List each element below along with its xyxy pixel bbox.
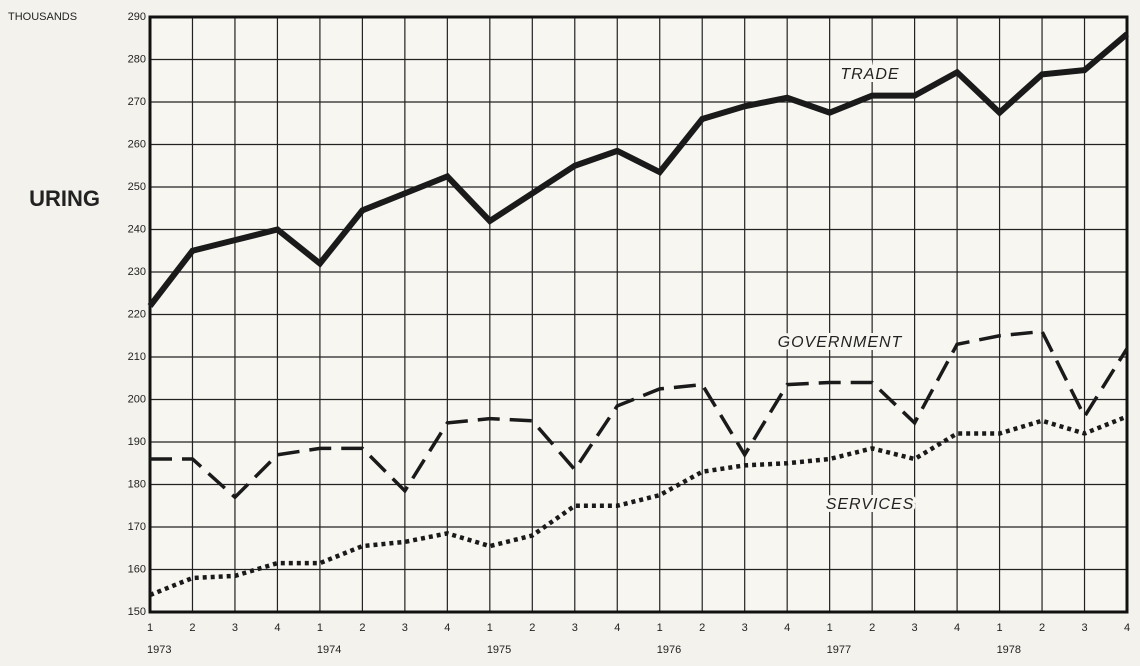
y-tick-label: 180: [128, 478, 146, 490]
year-label: 1977: [827, 644, 851, 656]
y-tick-label: 290: [128, 11, 146, 23]
series-line: [147, 31, 1129, 308]
year-label: 1978: [997, 644, 1021, 656]
x-tick-label: 2: [359, 622, 365, 634]
y-tick-label: 260: [128, 138, 146, 150]
x-tick-label: 1: [997, 622, 1003, 634]
x-tick-label: 4: [784, 622, 790, 634]
year-label: 1975: [487, 644, 511, 656]
x-tick-label: 2: [869, 622, 875, 634]
x-tick-label: 3: [572, 622, 578, 634]
x-tick-label: 3: [1081, 622, 1087, 634]
x-tick-label: 2: [1039, 622, 1045, 634]
year-label: 1976: [657, 644, 681, 656]
series-line: [149, 414, 1128, 598]
series-label: TRADE: [840, 66, 899, 83]
x-tick-label: 3: [402, 622, 408, 634]
year-label: 1973: [147, 644, 171, 656]
y-axis-label: THOUSANDS: [8, 11, 77, 23]
series-line: [150, 329, 1129, 500]
x-tick-label: 1: [657, 622, 663, 634]
y-tick-label: 210: [128, 351, 146, 363]
y-tick-label: 240: [128, 223, 146, 235]
x-tick-label: 3: [742, 622, 748, 634]
x-tick-label: 4: [1124, 622, 1130, 634]
series-label: GOVERNMENT: [778, 334, 903, 351]
y-tick-label: 230: [128, 266, 146, 278]
y-tick-label: 160: [128, 563, 146, 575]
series-label: SERVICES: [826, 496, 915, 513]
y-tick-label: 270: [128, 96, 146, 108]
y-tick-label: 250: [128, 181, 146, 193]
x-tick-label: 2: [529, 622, 535, 634]
x-tick-label: 3: [232, 622, 238, 634]
x-tick-label: 1: [487, 622, 493, 634]
x-tick-label: 1: [147, 622, 153, 634]
year-label: 1974: [317, 644, 341, 656]
plot-border: [148, 15, 1129, 614]
x-tick-label: 3: [912, 622, 918, 634]
y-tick-label: 170: [128, 521, 146, 533]
x-tick-label: 1: [317, 622, 323, 634]
y-tick-label: 200: [128, 393, 146, 405]
x-tick-label: 2: [189, 622, 195, 634]
x-tick-label: 4: [954, 622, 960, 634]
x-tick-label: 1: [827, 622, 833, 634]
y-tick-label: 190: [128, 436, 146, 448]
x-tick-label: 2: [699, 622, 705, 634]
x-tick-label: 4: [614, 622, 620, 634]
y-tick-label: 150: [128, 606, 146, 618]
y-tick-label: 280: [128, 53, 146, 65]
x-tick-label: 4: [274, 622, 280, 634]
x-tick-label: 4: [444, 622, 450, 634]
side-text: URING: [29, 186, 100, 211]
y-tick-label: 220: [128, 308, 146, 320]
